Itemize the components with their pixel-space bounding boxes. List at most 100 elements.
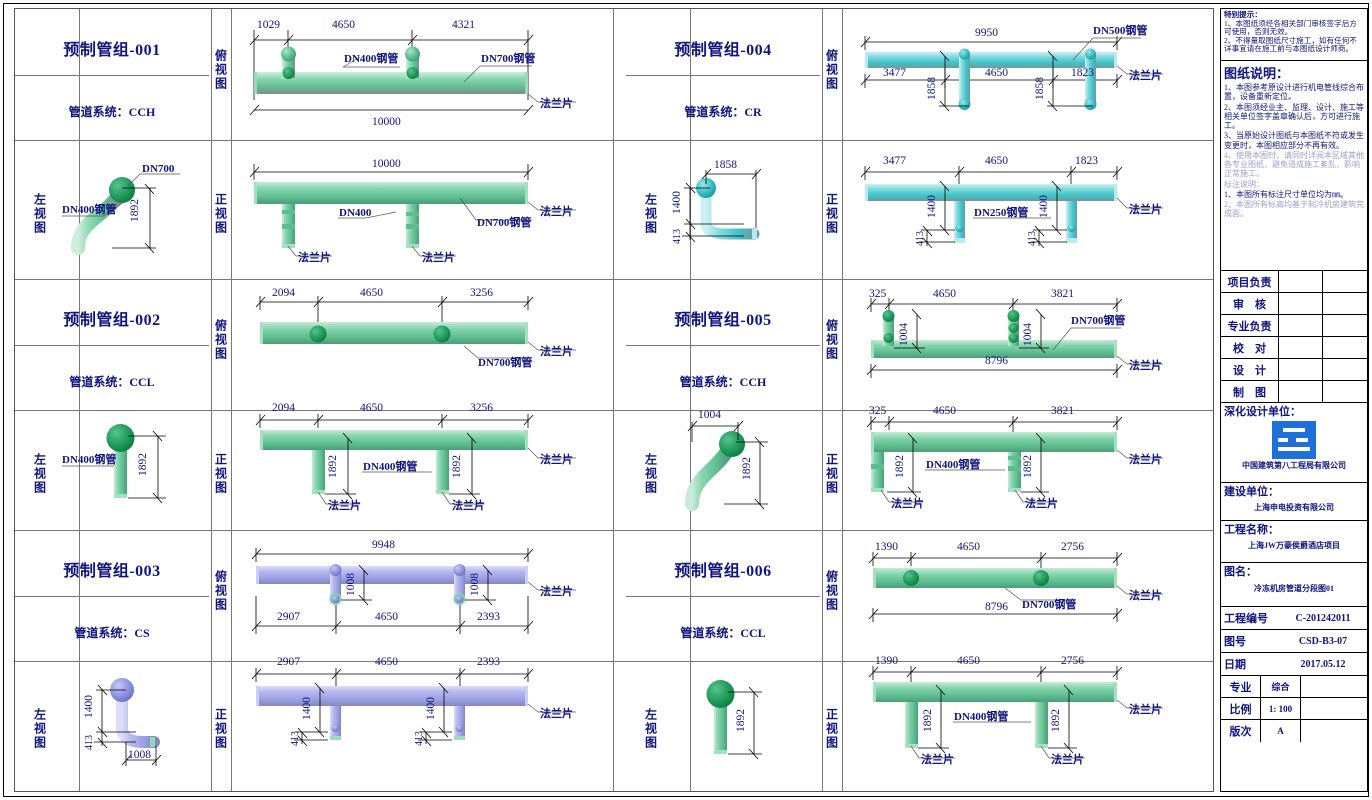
system-text-002: 管道系统：CCL	[69, 374, 155, 389]
group-system-002: 管道系统：CCL	[14, 350, 210, 412]
dim-1400-left: 1400	[671, 191, 683, 214]
grid-hline	[15, 345, 209, 346]
signoff-value2-4[interactable]	[1323, 359, 1367, 380]
dim-2756: 2756	[1061, 655, 1084, 667]
client-name: 上海申电投资有限公司	[1254, 503, 1334, 512]
signoff-value2-0[interactable]	[1323, 271, 1367, 292]
signoff-value-2[interactable]	[1279, 315, 1323, 336]
signoff-row-1: 审 核	[1221, 293, 1367, 315]
signoff-row-2: 专业负责	[1221, 315, 1367, 337]
drawing-001-top: 1029 4650 4321 10000 DN400钢管 DN700钢管 法兰片	[232, 14, 618, 130]
label-flange-end: 法兰片	[540, 452, 573, 466]
project-label: 工程名称：	[1224, 524, 1279, 536]
drawing-grid	[14, 8, 1214, 792]
view-label-top-004: 俯视图	[824, 49, 839, 91]
signoff-value-0[interactable]	[1279, 271, 1323, 292]
signoff-value2-3[interactable]	[1323, 337, 1367, 358]
signoff-value2-2[interactable]	[1323, 315, 1367, 336]
signoff-value-5[interactable]	[1279, 381, 1323, 402]
signoff-value-1[interactable]	[1279, 293, 1323, 314]
project-no-row: 工程编号 C-201242011	[1221, 607, 1367, 630]
drawing-002-left: DN400钢管 1892	[40, 400, 210, 520]
dim-3477: 3477	[883, 155, 906, 167]
view-label-front-004: 正视图	[824, 193, 839, 235]
label-dn250: DN250钢管	[974, 205, 1028, 219]
dim-413-a: 413	[290, 731, 301, 746]
dwg-no-label: 图号	[1224, 636, 1246, 648]
label-dn700: DN700钢管	[1022, 597, 1076, 611]
dim-4650: 4650	[985, 155, 1008, 167]
system-text-003: 管道系统：CS	[74, 625, 150, 640]
drawing-006-top: 1390 4650 2756 8796 DN700钢管 法兰片	[845, 538, 1217, 648]
drawing-name: 冷冻机房管道分段图01	[1254, 584, 1334, 593]
discipline-value: 综合	[1261, 676, 1301, 697]
signoff-value-4[interactable]	[1279, 359, 1323, 380]
view-label-left-005: 左视图	[643, 453, 658, 495]
spec-item-3: 3、当原始设计图纸与本图纸不符或发生变更时，本图相应部分不再有效。	[1224, 131, 1364, 150]
project-block: 工程名称： 上海JW万豪侯爵酒店项目	[1221, 521, 1367, 563]
label-dn400-left: DN400钢管	[62, 452, 116, 466]
group-system-001: 管道系统：CCH	[14, 80, 210, 142]
label-flange-end: 法兰片	[1129, 452, 1162, 466]
view-label-top-003: 俯视图	[213, 570, 228, 612]
signoff-value2-5[interactable]	[1323, 381, 1367, 402]
discipline-label: 专业	[1221, 676, 1261, 697]
scale-value: 1: 100	[1261, 698, 1301, 719]
date-value: 2017.05.12	[1300, 658, 1346, 670]
label-dn400: DN400钢管	[363, 459, 417, 473]
grid-hline	[15, 661, 1213, 662]
discipline-blank	[1301, 676, 1367, 697]
group-system-006: 管道系统：CCL	[625, 601, 821, 663]
label-flange-1: 法兰片	[298, 250, 331, 264]
date-row: 日期 2017.05.12	[1221, 653, 1367, 676]
spec-item-4: 4、使用本图时，请同时详阅本区域其他各专业图纸，避免造成施工紊乱，影响正常施工。	[1224, 150, 1364, 179]
dim-1390: 1390	[875, 655, 898, 667]
label-dn400-front: DN400	[339, 207, 372, 219]
dim-1892-left: 1892	[129, 199, 141, 222]
special-notes-line-4: 详事宜请在施工前与本图纸设计师商。	[1224, 44, 1354, 53]
dim-1823: 1823	[1075, 155, 1098, 167]
drawing-005-left: 1004 1892	[648, 400, 823, 522]
view-label-left-004: 左视图	[643, 193, 658, 235]
drawing-003-top: 9948 2907 4650 2393 1008 1008 法兰片	[232, 538, 618, 648]
dim-4650: 4650	[985, 67, 1008, 79]
drawing-001-front: 10000 法兰片 法兰片 DN400 DN700钢管 法兰片	[232, 150, 618, 270]
system-text-001: 管道系统：CCH	[68, 104, 156, 119]
dim-4650: 4650	[957, 541, 980, 553]
label-flange-end: 法兰片	[540, 204, 573, 218]
dim-8796: 8796	[985, 601, 1008, 613]
dim-9950: 9950	[975, 27, 998, 39]
dim-4650: 4650	[933, 288, 956, 300]
dim-1004-a: 1004	[898, 323, 910, 346]
label-flange-2: 法兰片	[1025, 496, 1058, 510]
dim-10000: 10000	[372, 116, 401, 128]
spec-mark-item-2: 2、本图所有标高均基于制冷机房建筑完成面。	[1224, 200, 1364, 219]
client-label: 建设单位：	[1224, 486, 1279, 498]
dim-1008-left: 1008	[128, 749, 151, 761]
signoff-value-3[interactable]	[1279, 337, 1323, 358]
signoff-row-4: 设 计	[1221, 359, 1367, 381]
rev-blank	[1301, 720, 1367, 742]
label-flange: 法兰片	[540, 706, 573, 720]
date-label: 日期	[1224, 659, 1246, 671]
label-dn700-left: DN700	[142, 163, 175, 175]
grid-hline	[626, 596, 820, 597]
special-notes: 特别提示： 1、本图纸须经各相关部门审核签字后方 可使用，否则无效。 2、不得量…	[1221, 9, 1367, 61]
signoff-value2-1[interactable]	[1323, 293, 1367, 314]
label-flange: 法兰片	[540, 96, 573, 110]
grid-hline	[15, 279, 1213, 280]
project-no-value: C-201242011	[1295, 612, 1351, 624]
dim-1892-left: 1892	[735, 709, 747, 732]
spec-mark-item-1: 1、本图所有标注尺寸单位均为㎜。	[1224, 189, 1348, 199]
company-logo-icon	[1272, 421, 1316, 459]
system-text-006: 管道系统：CCL	[680, 625, 766, 640]
dim-413-left: 413	[84, 735, 95, 750]
system-text-004: 管道系统：CR	[684, 104, 762, 119]
label-flange-2: 法兰片	[452, 498, 485, 512]
signoff-label-2: 专业负责	[1221, 315, 1279, 336]
design-unit-label: 深化设计单位：	[1224, 406, 1301, 418]
label-dn700-front: DN700钢管	[477, 215, 531, 229]
drawing-001-left: DN400钢管 DN700 1892	[40, 150, 210, 270]
dim-1400-b: 1400	[1038, 195, 1050, 218]
dim-413-b: 413	[414, 731, 425, 746]
